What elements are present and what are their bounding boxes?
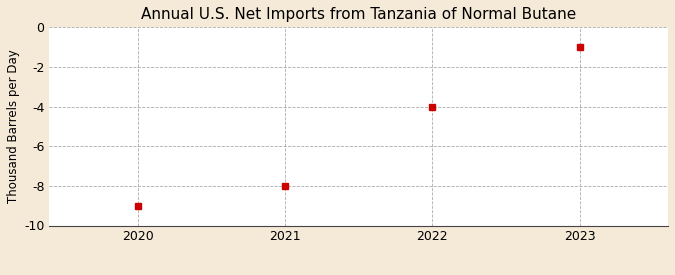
Y-axis label: Thousand Barrels per Day: Thousand Barrels per Day xyxy=(7,50,20,203)
Title: Annual U.S. Net Imports from Tanzania of Normal Butane: Annual U.S. Net Imports from Tanzania of… xyxy=(141,7,576,22)
